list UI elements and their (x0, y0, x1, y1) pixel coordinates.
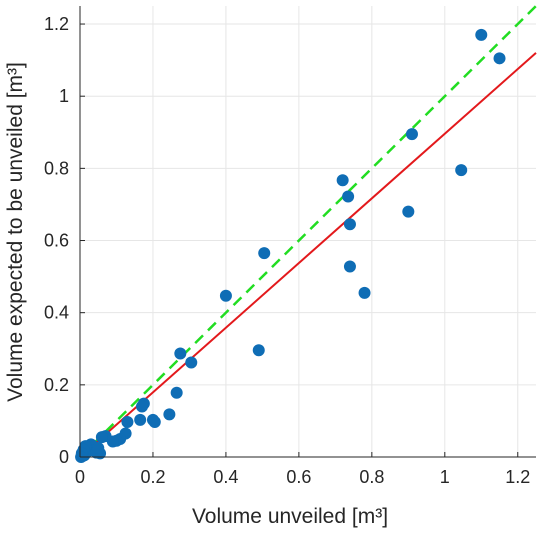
data-point-15 (170, 386, 183, 399)
data-point-20 (136, 400, 149, 413)
data-point-9 (358, 286, 371, 299)
fit-line-group (79, 52, 537, 458)
data-points (75, 28, 506, 463)
data-point-7 (343, 218, 356, 231)
data-point-18 (148, 416, 161, 429)
x-tick-label-2: 0.4 (213, 467, 238, 487)
x-tick-label-1: 0.2 (140, 467, 165, 487)
data-point-6 (342, 190, 355, 203)
y-tick-label-0: 0 (59, 447, 69, 467)
data-point-28 (95, 431, 108, 444)
data-point-42 (92, 441, 105, 454)
y-tick-label-2: 0.4 (44, 303, 69, 323)
y-tick-label-6: 1.2 (44, 14, 69, 34)
x-tick-label-5: 1 (440, 467, 450, 487)
y-tick-label-3: 0.6 (44, 231, 69, 251)
x-tick-label-0: 0 (75, 467, 85, 487)
y-axis-label: Volume expected to be unveiled [m³] (4, 62, 27, 402)
plot-area (80, 6, 536, 457)
data-point-4 (402, 205, 415, 218)
x-tick-label-4: 0.8 (359, 467, 384, 487)
data-point-16 (163, 408, 176, 421)
y-tick-label-4: 0.8 (44, 158, 69, 178)
data-point-1 (493, 52, 506, 65)
data-point-13 (185, 356, 198, 369)
data-point-0 (475, 28, 488, 41)
data-point-22 (121, 416, 134, 429)
x-tick-label-6: 1.2 (505, 467, 530, 487)
data-point-3 (405, 128, 418, 141)
axes (79, 6, 536, 458)
fit-line (79, 52, 537, 458)
tick-labels: 0 0.2 0.4 0.6 0.8 1 1.2 0 0.2 0.4 0.6 0.8 1 1.2 (44, 14, 530, 487)
data-point-11 (219, 289, 232, 302)
data-point-10 (258, 247, 271, 260)
y-tick-label-1: 0.2 (44, 375, 69, 395)
data-point-5 (336, 174, 349, 187)
x-tick-label-3: 0.6 (286, 467, 311, 487)
x-axis-label: Volume unveiled [m³] (192, 505, 388, 528)
data-point-14 (174, 347, 187, 360)
data-point-21 (134, 413, 147, 426)
data-point-2 (455, 164, 468, 177)
data-point-12 (252, 344, 265, 357)
y-tick-label-5: 1 (59, 86, 69, 106)
data-point-8 (343, 260, 356, 273)
